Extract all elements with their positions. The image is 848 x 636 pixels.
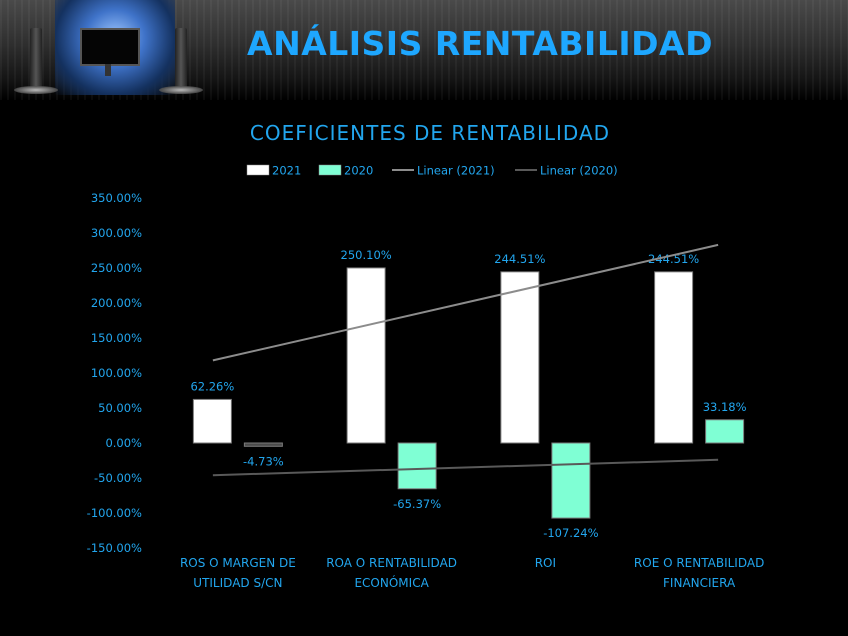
y-tick-label: 250.00% xyxy=(91,261,142,275)
page-title: ANÁLISIS RENTABILIDAD xyxy=(247,24,713,63)
trendline-2021 xyxy=(212,243,719,362)
bar-2020 xyxy=(551,442,591,519)
y-tick-label: 300.00% xyxy=(91,226,142,240)
legend-label-2021: 2021 xyxy=(272,164,301,178)
right-speaker-base xyxy=(159,86,203,94)
legend-label-trend-2: Linear (2021) xyxy=(417,164,495,178)
data-label-2020: 33.18% xyxy=(703,400,747,414)
bar-2020 xyxy=(243,442,283,447)
bar-2021 xyxy=(192,398,232,444)
y-tick-label: 200.00% xyxy=(91,296,142,310)
x-tick-label: ROA O RENTABILIDAD xyxy=(326,556,457,570)
tv-stand-image xyxy=(105,64,111,76)
chart-title: COEFICIENTES DE RENTABILIDAD xyxy=(250,121,610,145)
y-tick-label: -50.00% xyxy=(94,471,142,485)
y-tick-label: 150.00% xyxy=(91,331,142,345)
data-label-2020: -4.73% xyxy=(243,454,284,468)
y-tick-label: 100.00% xyxy=(91,366,142,380)
bar-2021 xyxy=(500,271,540,444)
trendline-2020 xyxy=(212,458,719,477)
x-tick-label: FINANCIERA xyxy=(663,576,736,590)
y-tick-label: 350.00% xyxy=(91,191,142,205)
left-speaker-image xyxy=(30,28,42,90)
legend-swatch-2020 xyxy=(318,164,342,176)
right-speaker-image xyxy=(175,28,187,90)
x-tick-label: ROE O RENTABILIDAD xyxy=(634,556,764,570)
bar-2020 xyxy=(705,419,745,444)
legend-swatch-2021 xyxy=(246,164,270,176)
data-label-2020: -107.24% xyxy=(543,526,598,540)
x-tick-label: ROS O MARGEN DE xyxy=(180,556,296,570)
data-label-2020: -65.37% xyxy=(393,497,441,511)
y-tick-label: 0.00% xyxy=(105,436,142,450)
x-tick-label: UTILIDAD S/CN xyxy=(193,576,282,590)
y-tick-label: -150.00% xyxy=(87,541,142,555)
left-speaker-base xyxy=(14,86,58,94)
legend-label-trend-3: Linear (2020) xyxy=(540,164,618,178)
bar-2021 xyxy=(346,267,386,444)
data-label-2021: 250.10% xyxy=(341,248,392,262)
x-tick-label: ROI xyxy=(535,556,556,570)
data-label-2021: 244.51% xyxy=(494,252,545,266)
y-tick-label: -100.00% xyxy=(87,506,142,520)
bar-2021 xyxy=(654,271,694,444)
bar-2020 xyxy=(397,442,437,490)
x-tick-label: ECONÓMICA xyxy=(354,575,429,590)
header-banner xyxy=(0,0,848,100)
data-label-2021: 62.26% xyxy=(190,379,234,393)
y-tick-label: 50.00% xyxy=(98,401,142,415)
data-label-2021: 244.51% xyxy=(648,252,699,266)
legend-label-2020: 2020 xyxy=(344,164,373,178)
